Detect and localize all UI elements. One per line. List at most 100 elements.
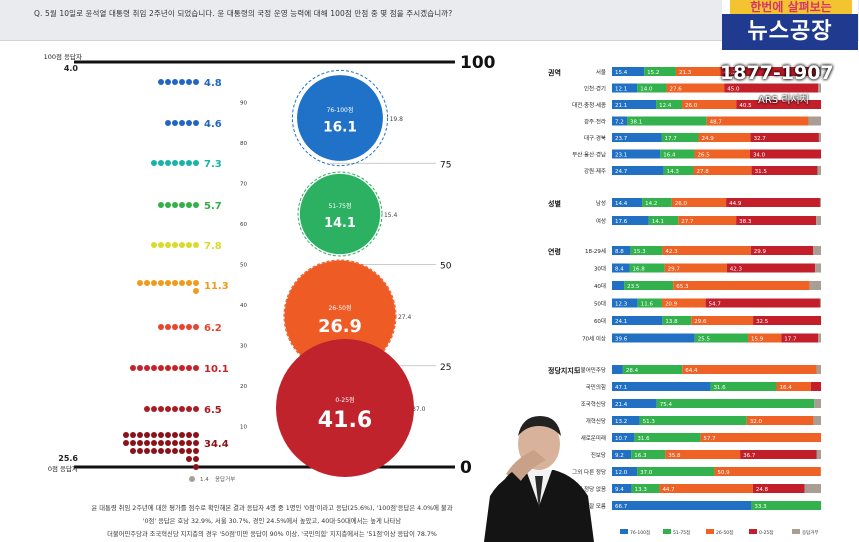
bar-segment [642, 198, 672, 207]
score-dot [186, 280, 192, 286]
score-dot [179, 202, 185, 208]
bottom-respondent-value: 25.6 [58, 454, 78, 463]
bar-segment-value: 48.7 [710, 120, 723, 126]
minor-tick-10: 10 [240, 425, 247, 431]
question-text: Q. 5월 10일로 윤석열 대통령 취임 2주년이 되었습니다. 윤 대통령의… [34, 9, 453, 18]
row-label: 남성 [596, 199, 606, 207]
score-dot [186, 202, 192, 208]
score-dot [165, 365, 171, 371]
bar-segment [612, 116, 628, 126]
bar-segment [663, 166, 694, 175]
logo-title: 뉴스공장 [722, 14, 858, 50]
score-dot [144, 448, 150, 454]
bar-segment [817, 166, 821, 175]
bar-segment-value: 42.3 [665, 249, 678, 255]
bar-segment-value: 13.3 [635, 487, 648, 493]
bar-segment-value: 9.2 [615, 453, 624, 459]
bar-segment-value: 17.7 [784, 337, 797, 343]
bubble-prev-value-4: 37.0 [412, 406, 426, 413]
bar-segment-value: 39.6 [615, 337, 628, 343]
score-dot [172, 324, 178, 330]
bar-segment [710, 382, 777, 391]
bubble-range-3: 26-50점 [329, 305, 352, 312]
score-dot [151, 448, 157, 454]
score-dot [165, 202, 171, 208]
legend-swatch [792, 529, 800, 534]
score-dot [172, 280, 178, 286]
dot-row-5 [151, 242, 199, 248]
dot-row-value-9: 6.5 [204, 405, 222, 416]
bar-segment [753, 316, 821, 325]
bar-segment [664, 263, 727, 273]
bar-segment [726, 263, 816, 273]
bar-segment [749, 149, 821, 159]
score-dot [172, 120, 178, 126]
bar-segment [612, 399, 657, 408]
bar-segment [682, 100, 737, 109]
bar-segment [662, 316, 692, 325]
row-label: 부산·울산·경남 [572, 151, 606, 159]
score-dot [193, 365, 199, 371]
bar-segment-value: 21.4 [615, 402, 628, 408]
bubble-value-4: 41.6 [318, 408, 372, 433]
bar-segment [706, 116, 809, 126]
bar-segment-value: 27.8 [697, 169, 710, 175]
no-response-label: 응답거부 [215, 475, 235, 483]
bar-segment [612, 298, 638, 308]
group-title-1: 권역 [548, 68, 561, 77]
score-dot [158, 242, 164, 248]
bar-segment [815, 263, 821, 273]
bar-segment [612, 100, 657, 109]
score-dot [193, 120, 199, 126]
bar-segment-value: 64.4 [685, 368, 698, 374]
bar-segment-value: 37.0 [640, 470, 653, 476]
bar-segment-value: 23.5 [627, 284, 640, 290]
score-dot [158, 440, 164, 446]
dot-row-2 [165, 120, 199, 126]
bubble-prev-value-3: 27.4 [398, 314, 412, 321]
group-title-2: 성별 [548, 199, 561, 208]
legend-label: 응답거부 [802, 529, 819, 536]
bar-segment-value: 9.4 [615, 487, 624, 493]
score-dot [186, 448, 192, 454]
minor-tick-20: 20 [240, 384, 247, 390]
bar-segment-value: 13.8 [665, 319, 678, 325]
news-logo: 한번에 살펴보는 뉴스공장 [722, 0, 858, 52]
score-dot [193, 456, 199, 462]
bar-segment-value: 10.7 [615, 436, 628, 442]
dot-row-value-4: 5.7 [204, 201, 222, 212]
score-dot [130, 432, 136, 438]
bar-segment-value: 27.7 [681, 219, 694, 225]
score-dot [179, 432, 185, 438]
row-label: 대전·충청·세종 [572, 101, 606, 109]
bar-segment [808, 116, 821, 126]
score-dot [151, 242, 157, 248]
axis-tick-75: 75 [440, 160, 451, 170]
score-distribution-chart: 100점 응답자 4.0 25.60점 응답자 100 75 50 25 0 90 80 70 60 5… [44, 52, 496, 483]
dot-row-value-3: 7.3 [204, 159, 222, 170]
bar-segment [810, 382, 821, 391]
score-dot [158, 324, 164, 330]
logo-tagline: 한번에 살펴보는 [730, 0, 852, 14]
score-dot [137, 448, 143, 454]
row-label: 70세 이상 [582, 335, 606, 343]
group-title-3: 연령 [548, 247, 561, 256]
bar-segment-value: 13.2 [615, 419, 627, 425]
bar-segment [818, 133, 821, 142]
bubble-value-2: 14.1 [324, 216, 356, 231]
row-label: 60대 [594, 317, 606, 325]
bar-segment [661, 133, 699, 142]
score-dot [130, 365, 136, 371]
bar-segment-value: 12.1 [615, 87, 627, 93]
bar-segment [648, 216, 679, 225]
bar-segment-value: 36.7 [743, 453, 756, 459]
legend-swatch [620, 529, 628, 534]
bar-segment [639, 416, 747, 425]
bubble-range-1: 76-100점 [327, 107, 354, 114]
bar-segment [691, 316, 754, 325]
score-dot [151, 440, 157, 446]
score-dot [193, 448, 199, 454]
score-dot [144, 406, 150, 412]
axis-tick-50: 50 [440, 262, 452, 272]
no-response-dot [189, 476, 195, 482]
